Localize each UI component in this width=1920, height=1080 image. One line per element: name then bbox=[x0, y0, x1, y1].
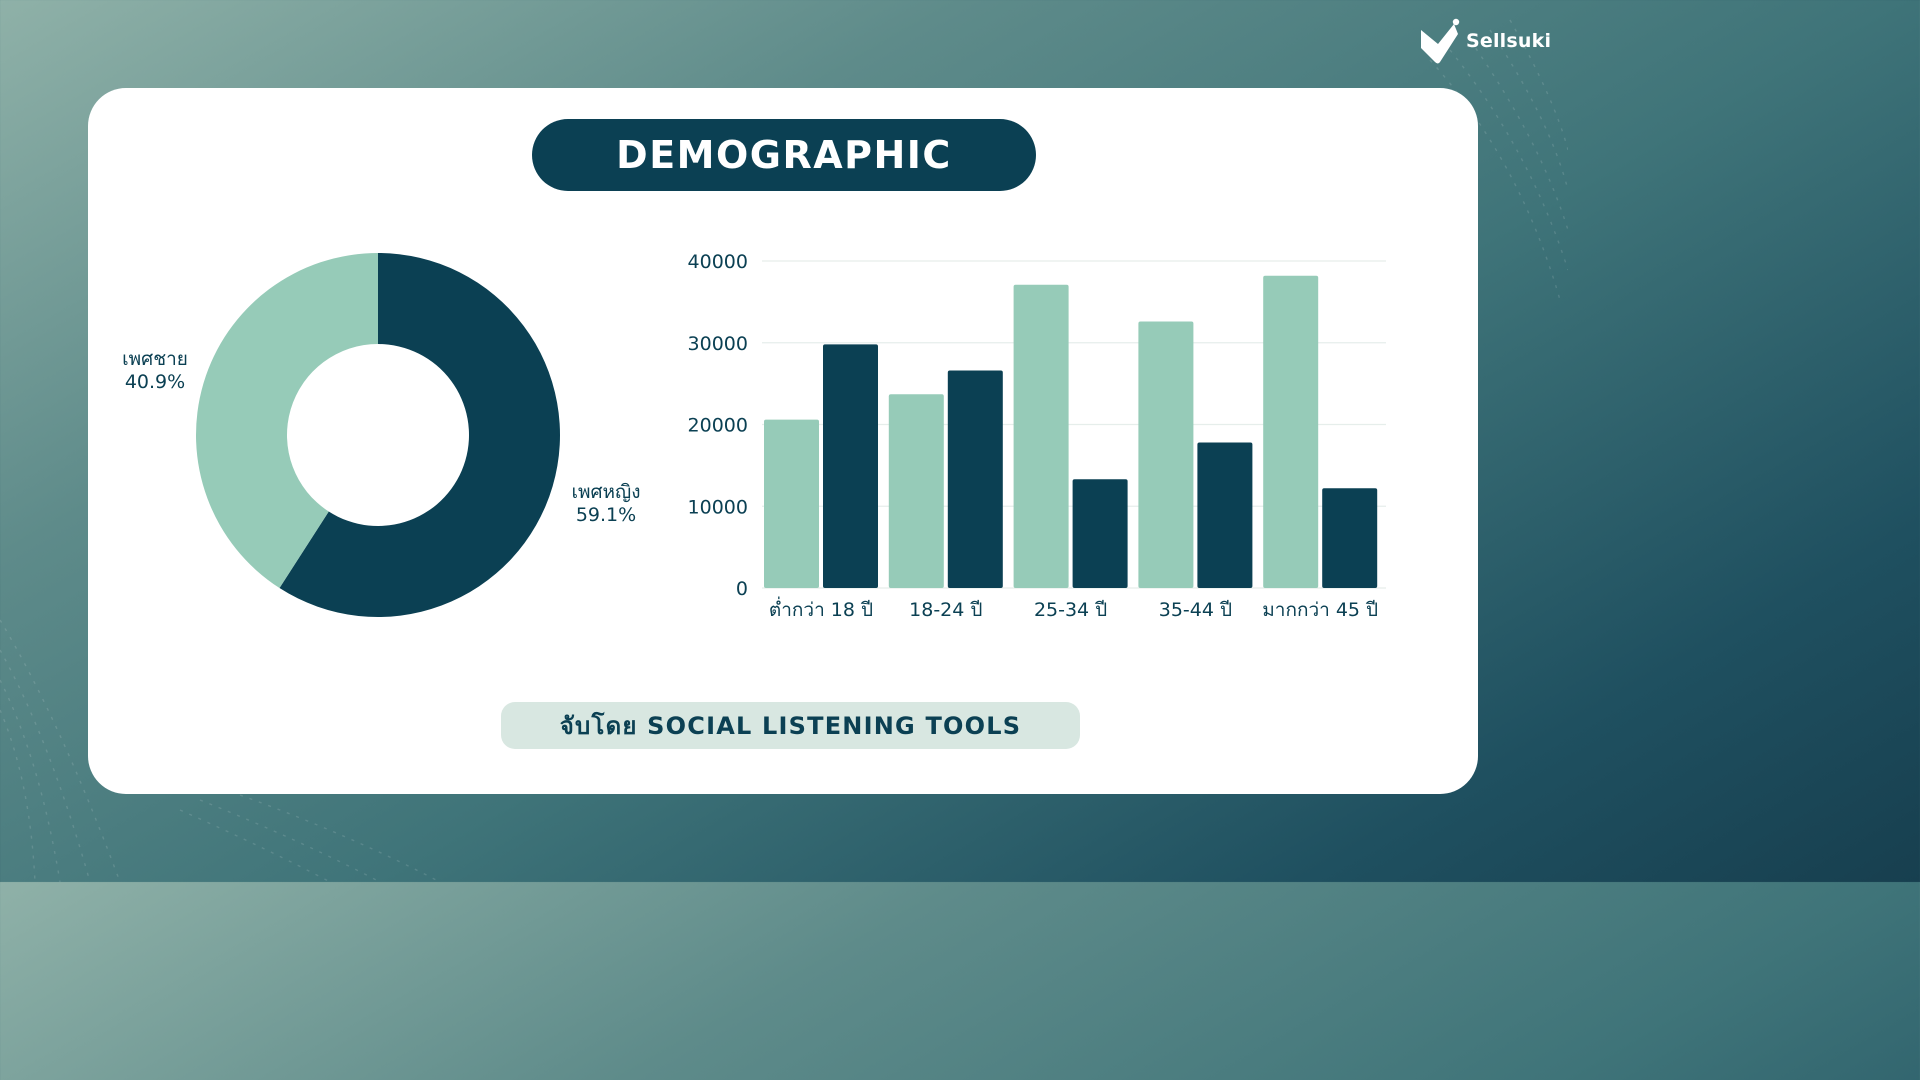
y-tick-label-2: 20000 bbox=[688, 415, 748, 437]
bar-s0-4 bbox=[1263, 275, 1319, 588]
x-tick-label-2: 25-34 ปี bbox=[1034, 599, 1107, 621]
x-tick-label-0: ต่ำกว่า 18 ปี bbox=[769, 596, 873, 621]
y-tick-label-3: 30000 bbox=[688, 333, 748, 355]
y-tick-label-4: 40000 bbox=[688, 251, 748, 273]
bar-s0-1 bbox=[888, 394, 944, 588]
bar-s0-0 bbox=[764, 419, 819, 588]
donut-label-value-0: 59.1% bbox=[576, 504, 636, 526]
title-pill: DEMOGRAPHIC bbox=[532, 119, 1036, 191]
y-tick-label-1: 10000 bbox=[688, 496, 748, 518]
donut-slice-0 bbox=[279, 253, 560, 618]
y-tick-label-0: 0 bbox=[736, 578, 748, 600]
bar-s0-2 bbox=[1013, 284, 1069, 588]
brand-name: Sellsuki bbox=[1466, 30, 1552, 52]
bar-s1-0 bbox=[823, 344, 878, 588]
caption-text: จับโดย SOCIAL LISTENING TOOLS bbox=[559, 712, 1022, 740]
donut-label-value-1: 40.9% bbox=[125, 371, 185, 393]
bar-s1-2 bbox=[1072, 479, 1128, 588]
caption-pill: จับโดย SOCIAL LISTENING TOOLS bbox=[501, 702, 1080, 749]
bar-s1-4 bbox=[1322, 488, 1378, 588]
donut-label-name-0: เพศหญิง bbox=[571, 481, 640, 503]
bar-s1-3 bbox=[1197, 442, 1253, 588]
donut-label-name-1: เพศชาย bbox=[122, 348, 188, 370]
donut-slice-1 bbox=[195, 253, 378, 589]
sellsuki-logo: Sellsuki bbox=[1418, 18, 1552, 68]
bar-chart: 0 10000 20000 30000 40000 ต่ำกว่า 18 ปี 18-24 … bbox=[688, 251, 1386, 621]
sellsuki-logo-icon bbox=[1421, 18, 1460, 64]
x-tick-label-4: มากกว่า 45 ปี bbox=[1262, 599, 1378, 621]
page-title: DEMOGRAPHIC bbox=[616, 133, 952, 177]
background-texture bbox=[0, 0, 1568, 882]
x-tick-label-3: 35-44 ปี bbox=[1159, 599, 1232, 621]
x-tick-label-1: 18-24 ปี bbox=[909, 599, 982, 621]
bar-s1-1 bbox=[947, 370, 1003, 588]
bar-s0-3 bbox=[1138, 321, 1194, 588]
